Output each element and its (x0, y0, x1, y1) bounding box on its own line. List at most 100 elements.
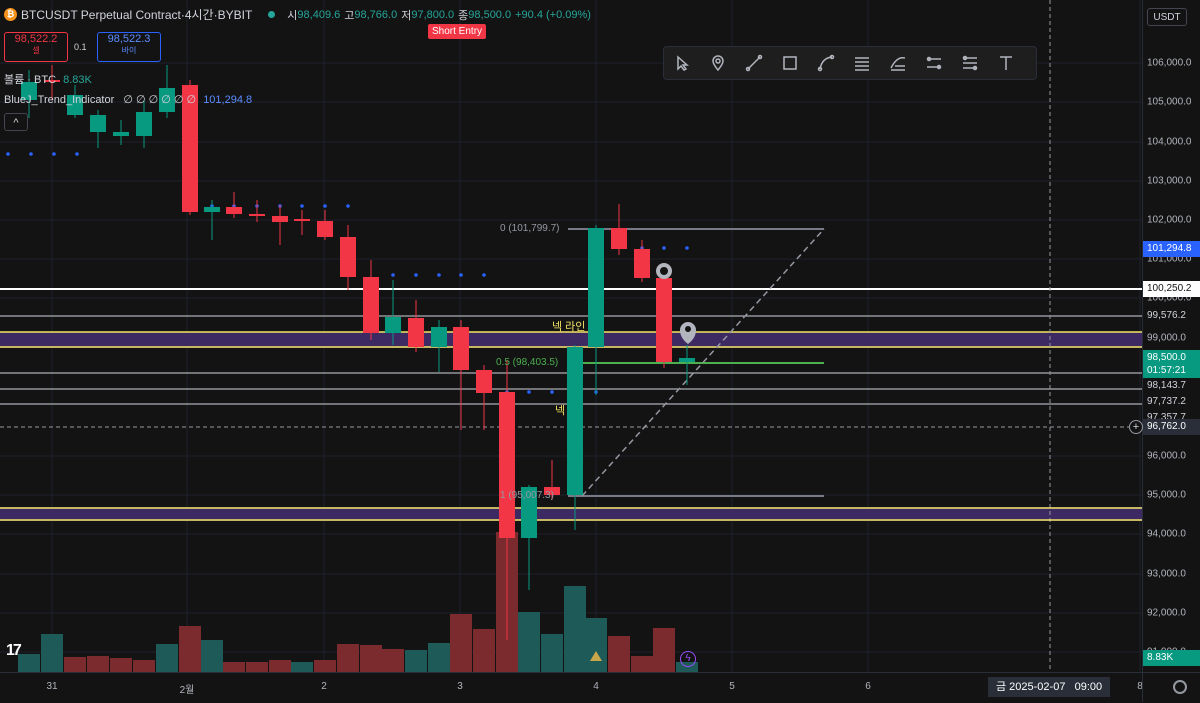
volume-label: 볼륨 · BTC (4, 74, 57, 86)
price-label: 100,250.2 (1143, 281, 1200, 297)
price-label: 97,737.2 (1143, 394, 1200, 410)
volume-bar (405, 650, 427, 672)
trend-dot (414, 273, 418, 277)
buy-button[interactable]: 98,522.3 바이 (97, 32, 161, 62)
interval[interactable]: 4시간 (184, 8, 214, 22)
tradingview-logo[interactable]: 17 (6, 642, 22, 659)
chart-area[interactable]: ₿ BTCUSDT Perpetual Contract · 4시간 · BYB… (0, 0, 1142, 672)
volume-bar (382, 649, 404, 672)
text-icon[interactable] (988, 47, 1024, 79)
candle (67, 85, 83, 118)
candle (544, 460, 560, 500)
spread: 0.1 (74, 42, 87, 52)
price-tick: 105,000.0 (1147, 96, 1192, 108)
volume-legend[interactable]: 볼륨 · BTC 8.83K (4, 71, 92, 87)
header-separator-1: · (180, 7, 185, 22)
volume-bar (631, 656, 653, 672)
price-tick: 92,000.0 (1147, 607, 1186, 619)
warning-icon[interactable] (590, 651, 602, 661)
neck-line-label-2: 넥 (555, 405, 566, 417)
candle (431, 320, 447, 372)
volume-bar (133, 660, 155, 672)
volume-bar (18, 654, 40, 672)
parallel-icon[interactable] (916, 47, 952, 79)
volume-bar (291, 662, 313, 672)
candle (21, 70, 37, 118)
trend-dot (300, 204, 304, 208)
volume-bar (179, 626, 201, 672)
candle (588, 225, 604, 395)
price-label: 8.83K (1143, 650, 1200, 666)
trend-indicator-value: 101,294.8 (203, 94, 253, 106)
neck-line-label-1: 넥 라인 (552, 321, 586, 333)
ohlc-low-label: 저 (401, 9, 412, 22)
volume-bar (110, 658, 132, 672)
fib-trend-line (581, 228, 825, 497)
horizontal-lines-icon[interactable] (844, 47, 880, 79)
sell-label: 셀 (32, 46, 40, 55)
candle (272, 205, 288, 245)
fib-label-0: 0 (101,799.7) (500, 223, 560, 234)
line-icon[interactable] (736, 47, 772, 79)
ohlc-open: 98,409.6 (297, 8, 341, 21)
curve-icon[interactable] (808, 47, 844, 79)
volume-bar (156, 644, 178, 672)
time-tick: 4 (593, 681, 599, 692)
volume-bar (201, 640, 223, 672)
price-tick: 95,000.0 (1147, 489, 1186, 501)
ohlc-open-label: 시 (287, 9, 298, 22)
settings-gear-icon[interactable] (1173, 680, 1187, 694)
time-tick: 3 (457, 681, 463, 692)
currency-selector[interactable]: USDT (1147, 8, 1187, 26)
price-tick: 104,000.0 (1147, 136, 1192, 148)
price-axis[interactable]: USDT 106,000.0 105,000.0 104,000.0 103,000.… (1129, 0, 1200, 672)
add-alert-icon[interactable]: + (1129, 420, 1143, 434)
volume-bar (450, 614, 472, 672)
pin-icon[interactable] (700, 47, 736, 79)
volume-bar (41, 634, 63, 672)
ohlc-change: +90.4 (+0.09%) (515, 8, 591, 21)
time-tick: 5 (729, 681, 735, 692)
trend-dot (346, 204, 350, 208)
market-open-dot (268, 11, 276, 18)
drawing-toolbar (663, 46, 1037, 80)
price-label: 01:57:21 (1143, 363, 1200, 379)
candle (317, 210, 333, 240)
time-tick: 2 (321, 681, 327, 692)
trend-dot (75, 152, 79, 156)
candle (90, 110, 106, 148)
time-axis[interactable]: 31 2월 2 3 4 5 6 8 금 2025-02-07 09:00 (0, 672, 1143, 703)
sell-price: 98,522.2 (14, 33, 58, 45)
rectangle-icon[interactable] (772, 47, 808, 79)
trend-dot (685, 246, 689, 250)
candle (679, 345, 695, 385)
volume-bar (428, 643, 450, 672)
price-tick: 101,000.0 (1147, 253, 1192, 265)
ohlc-high-label: 고 (344, 9, 355, 22)
collapse-legend-button[interactable]: ^ (4, 113, 28, 131)
cursor-icon[interactable] (664, 47, 700, 79)
symbol-name[interactable]: BTCUSDT Perpetual Contract (21, 7, 181, 22)
time-tick: 2월 (179, 685, 195, 696)
volume-bar (676, 662, 698, 672)
ohlc-high: 98,766.0 (354, 8, 398, 21)
price-tick: 96,000.0 (1147, 450, 1186, 462)
ohlc-low: 97,800.0 (411, 8, 455, 21)
volume-bar (608, 636, 630, 672)
price-tick: 94,000.0 (1147, 528, 1186, 540)
volume-bar (337, 644, 359, 672)
candle (249, 200, 265, 222)
trend-indicator-legend[interactable]: BlueJ_Trend_Indicator ∅ ∅ ∅ ∅ ∅ ∅ 101,29… (4, 93, 252, 106)
buy-label: 바이 (121, 46, 137, 55)
price-label: 96,762.0 (1143, 419, 1200, 435)
trend-indicator-params: ∅ ∅ ∅ ∅ ∅ ∅ (123, 94, 197, 106)
fib-icon[interactable] (880, 47, 916, 79)
candle (182, 80, 198, 215)
candlestick-chart[interactable] (0, 0, 1142, 672)
lightning-icon[interactable]: ϟ (680, 651, 696, 667)
volume-bar (518, 612, 540, 672)
price-tick: 93,000.0 (1147, 568, 1186, 580)
levels-icon[interactable] (952, 47, 988, 79)
sell-button[interactable]: 98,522.2 셀 (4, 32, 68, 62)
bitcoin-icon: ₿ (4, 8, 17, 21)
